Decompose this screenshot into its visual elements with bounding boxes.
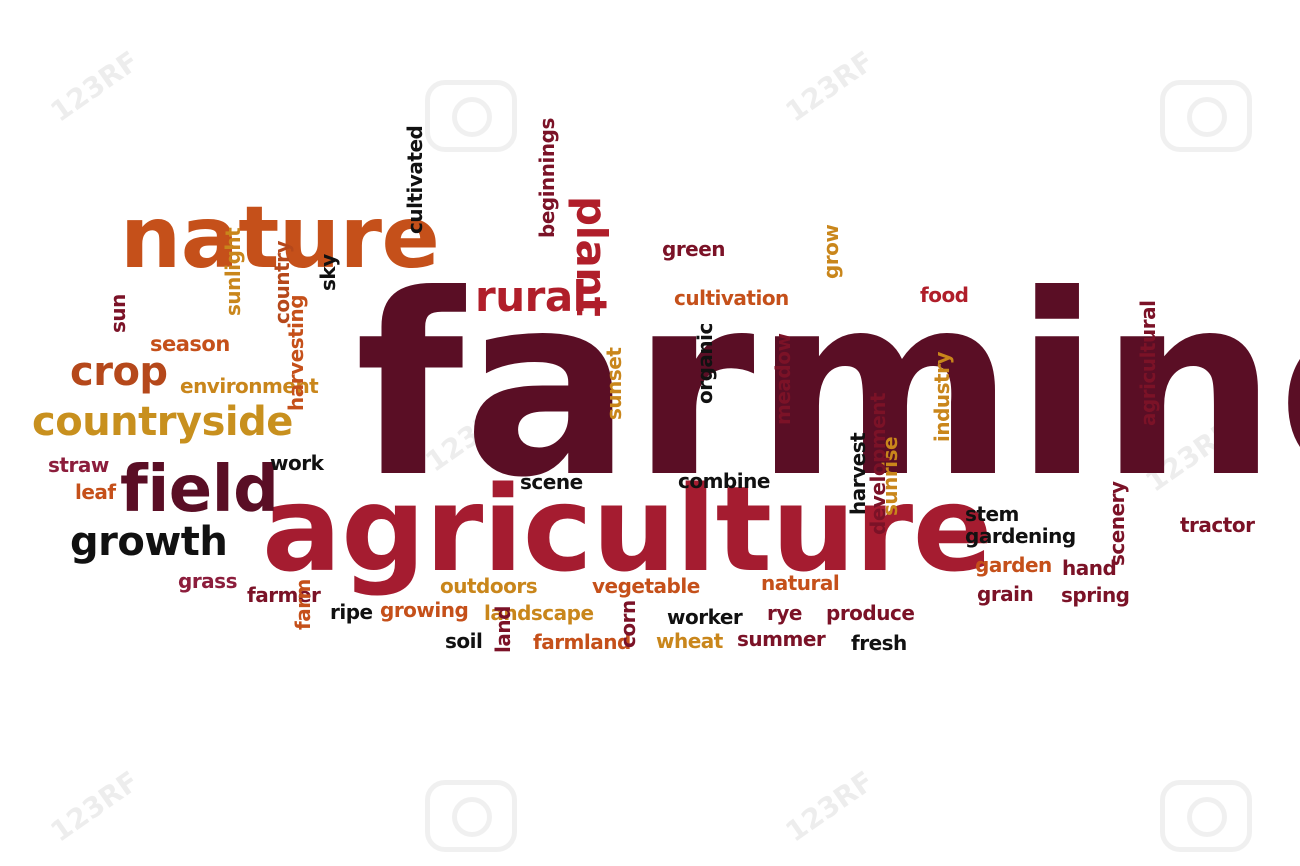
word-grain: grain xyxy=(977,582,1034,606)
word-cultivation: cultivation xyxy=(674,286,789,310)
watermark-camera-icon xyxy=(1160,780,1252,852)
word-summer: summer xyxy=(737,627,826,651)
word-garden: garden xyxy=(975,553,1052,577)
word-development: development xyxy=(866,392,890,535)
word-combine: combine xyxy=(678,469,770,493)
word-land: land xyxy=(491,606,515,653)
word-natural: natural xyxy=(761,571,840,595)
word-tractor: tractor xyxy=(1180,513,1255,537)
word-farmland: farmland xyxy=(533,630,631,654)
word-organic: organic xyxy=(693,323,717,404)
word-nature: nature xyxy=(120,188,440,288)
word-grass: grass xyxy=(178,569,237,593)
word-wheat: wheat xyxy=(656,629,723,653)
word-industry: industry xyxy=(930,351,954,442)
word-sunset: sunset xyxy=(602,347,626,420)
word-sun: sun xyxy=(106,294,130,333)
word-outdoors: outdoors xyxy=(440,574,538,598)
word-crop: crop xyxy=(70,349,168,395)
word-rye: rye xyxy=(767,601,802,625)
word-food: food xyxy=(920,283,969,307)
word-hand: hand xyxy=(1062,556,1117,580)
word-sky: sky xyxy=(316,254,340,291)
word-soil: soil xyxy=(445,629,483,653)
watermark-text: 123RF xyxy=(779,44,880,129)
word-fresh: fresh xyxy=(851,631,907,655)
word-growing: growing xyxy=(380,598,469,622)
word-green: green xyxy=(662,237,726,261)
word-stem: stem xyxy=(965,502,1019,526)
word-farmer: farmer xyxy=(247,583,321,607)
watermark-camera-icon xyxy=(425,780,517,852)
word-agriculture: agriculture xyxy=(262,460,993,598)
word-countryside: countryside xyxy=(32,399,293,445)
word-environment: environment xyxy=(180,374,319,398)
watermark-text: 123RF xyxy=(44,44,145,129)
word-harvest: harvest xyxy=(846,432,870,515)
word-scenery: scenery xyxy=(1105,481,1129,566)
word-straw: straw xyxy=(48,453,109,477)
watermark-camera-icon xyxy=(425,80,517,152)
word-gardening: gardening xyxy=(965,524,1076,548)
word-agricultural: agricultural xyxy=(1136,300,1160,427)
word-rural: rural xyxy=(475,272,587,321)
word-landscape: landscape xyxy=(484,601,594,625)
word-harvesting: harvesting xyxy=(284,294,308,411)
word-growth: growth xyxy=(70,519,228,565)
word-beginnings: beginnings xyxy=(535,118,559,238)
word-cultivated: cultivated xyxy=(403,125,427,234)
word-spring: spring xyxy=(1061,583,1130,607)
word-corn: corn xyxy=(616,600,640,648)
watermark-text: 123RF xyxy=(779,764,880,849)
word-ripe: ripe xyxy=(330,600,373,624)
word-field: field xyxy=(120,453,279,527)
word-meadow: meadow xyxy=(771,333,795,425)
word-worker: worker xyxy=(667,605,743,629)
watermark-camera-icon xyxy=(1160,80,1252,152)
word-farming: farming xyxy=(355,241,1300,532)
word-vegetable: vegetable xyxy=(592,574,700,598)
word-plant: plant xyxy=(567,196,616,317)
watermark-text: 123RF xyxy=(44,764,145,849)
word-leaf: leaf xyxy=(75,480,116,504)
word-work: work xyxy=(270,451,324,475)
word-scene: scene xyxy=(520,470,583,494)
word-grow: grow xyxy=(819,224,843,279)
word-farm: farm xyxy=(291,579,315,630)
word-sunlight: sunlight xyxy=(221,227,245,316)
word-produce: produce xyxy=(826,601,915,625)
word-season: season xyxy=(150,332,230,356)
